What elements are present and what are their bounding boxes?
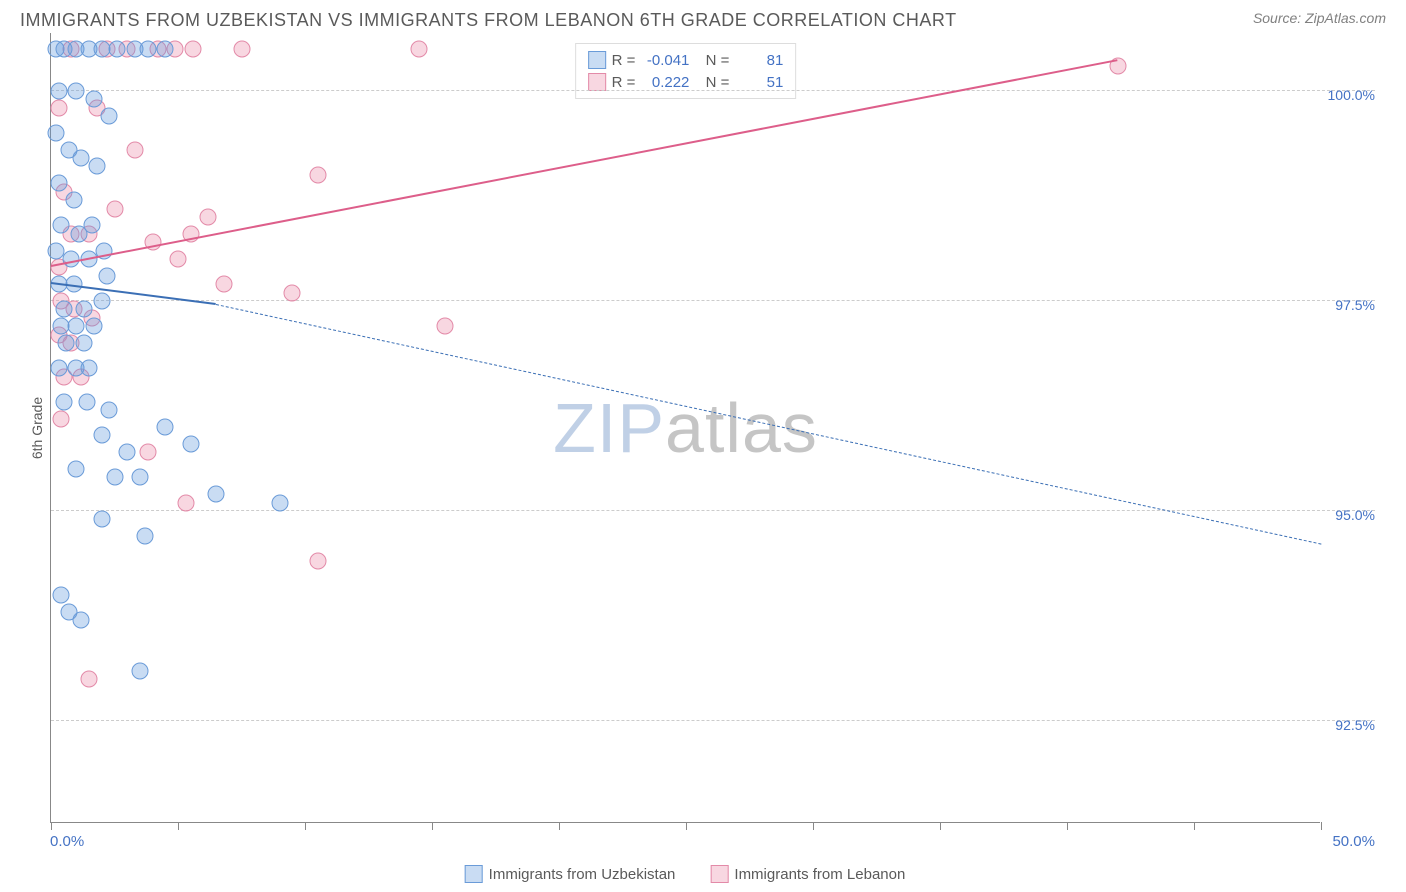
point-uzbekistan bbox=[68, 461, 85, 478]
gridline-h bbox=[51, 510, 1375, 511]
point-uzbekistan bbox=[68, 82, 85, 99]
point-uzbekistan bbox=[76, 301, 93, 318]
point-uzbekistan bbox=[55, 393, 72, 410]
y-tick-label: 92.5% bbox=[1335, 717, 1375, 733]
point-uzbekistan bbox=[131, 662, 148, 679]
point-uzbekistan bbox=[76, 334, 93, 351]
point-lebanon bbox=[233, 40, 250, 57]
point-lebanon bbox=[139, 444, 156, 461]
point-lebanon bbox=[215, 276, 232, 293]
point-uzbekistan bbox=[101, 108, 118, 125]
point-lebanon bbox=[309, 166, 326, 183]
point-uzbekistan bbox=[131, 469, 148, 486]
point-uzbekistan bbox=[98, 267, 115, 284]
point-lebanon bbox=[81, 671, 98, 688]
point-uzbekistan bbox=[88, 158, 105, 175]
point-uzbekistan bbox=[182, 435, 199, 452]
point-uzbekistan bbox=[109, 40, 126, 57]
scatter-plot-area: 6th Grade ZIPatlas R = -0.041 N = 81 R =… bbox=[50, 33, 1320, 823]
bottom-legend: Immigrants from Uzbekistan Immigrants fr… bbox=[465, 865, 906, 883]
point-lebanon bbox=[50, 99, 67, 116]
point-uzbekistan bbox=[101, 402, 118, 419]
point-uzbekistan bbox=[53, 217, 70, 234]
swatch-uzbekistan bbox=[588, 51, 606, 69]
point-uzbekistan bbox=[81, 360, 98, 377]
point-uzbekistan bbox=[65, 192, 82, 209]
swatch-lebanon bbox=[588, 73, 606, 91]
point-uzbekistan bbox=[86, 318, 103, 335]
point-uzbekistan bbox=[106, 469, 123, 486]
point-uzbekistan bbox=[73, 612, 90, 629]
point-uzbekistan bbox=[50, 360, 67, 377]
point-lebanon bbox=[309, 553, 326, 570]
watermark: ZIPatlas bbox=[553, 388, 818, 468]
y-tick-label: 100.0% bbox=[1328, 87, 1375, 103]
point-lebanon bbox=[284, 284, 301, 301]
point-lebanon bbox=[53, 410, 70, 427]
point-uzbekistan bbox=[83, 217, 100, 234]
point-lebanon bbox=[200, 208, 217, 225]
y-axis-label: 6th Grade bbox=[29, 396, 45, 458]
swatch-lebanon-icon bbox=[710, 865, 728, 883]
point-uzbekistan bbox=[119, 444, 136, 461]
point-uzbekistan bbox=[58, 334, 75, 351]
point-uzbekistan bbox=[271, 494, 288, 511]
point-uzbekistan bbox=[157, 419, 174, 436]
point-uzbekistan bbox=[53, 587, 70, 604]
y-tick-label: 97.5% bbox=[1335, 297, 1375, 313]
point-lebanon bbox=[185, 40, 202, 57]
point-lebanon bbox=[177, 494, 194, 511]
point-uzbekistan bbox=[55, 301, 72, 318]
point-uzbekistan bbox=[78, 393, 95, 410]
point-uzbekistan bbox=[48, 124, 65, 141]
y-tick-label: 95.0% bbox=[1335, 507, 1375, 523]
point-uzbekistan bbox=[157, 40, 174, 57]
swatch-uzbekistan-icon bbox=[465, 865, 483, 883]
legend-item-lebanon: Immigrants from Lebanon bbox=[710, 865, 905, 883]
point-uzbekistan bbox=[93, 511, 110, 528]
point-uzbekistan bbox=[139, 40, 156, 57]
point-lebanon bbox=[170, 250, 187, 267]
point-uzbekistan bbox=[93, 427, 110, 444]
point-uzbekistan bbox=[50, 175, 67, 192]
gridline-h bbox=[51, 300, 1375, 301]
point-uzbekistan bbox=[50, 82, 67, 99]
chart-title: IMMIGRANTS FROM UZBEKISTAN VS IMMIGRANTS… bbox=[20, 10, 957, 31]
point-uzbekistan bbox=[136, 528, 153, 545]
x-axis-min-label: 0.0% bbox=[50, 833, 84, 850]
point-lebanon bbox=[436, 318, 453, 335]
point-uzbekistan bbox=[86, 91, 103, 108]
point-lebanon bbox=[411, 40, 428, 57]
point-lebanon bbox=[106, 200, 123, 217]
source-attribution: Source: ZipAtlas.com bbox=[1253, 10, 1386, 26]
trendline-uzbekistan-extrapolated bbox=[216, 304, 1321, 544]
x-tick bbox=[1321, 822, 1322, 830]
point-uzbekistan bbox=[208, 486, 225, 503]
point-uzbekistan bbox=[68, 318, 85, 335]
gridline-h bbox=[51, 90, 1375, 91]
gridline-h bbox=[51, 720, 1375, 721]
point-uzbekistan bbox=[93, 292, 110, 309]
point-lebanon bbox=[126, 141, 143, 158]
chart-container: 6th Grade ZIPatlas R = -0.041 N = 81 R =… bbox=[50, 33, 1386, 853]
stats-row-uzbekistan: R = -0.041 N = 81 bbox=[588, 49, 784, 71]
x-axis-max-label: 50.0% bbox=[1332, 833, 1375, 850]
legend-item-uzbekistan: Immigrants from Uzbekistan bbox=[465, 865, 676, 883]
